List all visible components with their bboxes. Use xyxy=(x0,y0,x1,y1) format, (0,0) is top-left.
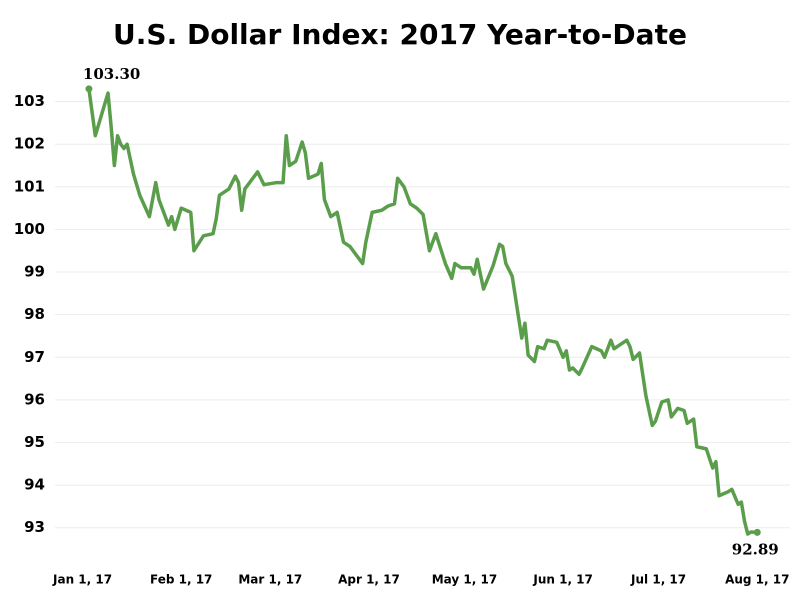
y-tick-label: 93 xyxy=(24,518,45,536)
x-tick-label: Feb 1, 17 xyxy=(150,573,212,587)
y-tick-label: 100 xyxy=(14,220,45,238)
x-tick-label: Jan 1, 17 xyxy=(52,573,112,587)
y-tick-label: 95 xyxy=(24,433,45,451)
data-label: 92.89 xyxy=(732,540,779,558)
y-tick-label: 98 xyxy=(24,305,45,323)
y-tick-label: 102 xyxy=(14,135,45,153)
x-tick-label: Mar 1, 17 xyxy=(238,573,302,587)
y-tick-label: 97 xyxy=(24,348,45,366)
y-tick-label: 103 xyxy=(14,92,45,110)
chart-title: U.S. Dollar Index: 2017 Year-to-Date xyxy=(113,18,687,51)
y-tick-label: 101 xyxy=(14,177,45,195)
data-point xyxy=(85,85,93,93)
y-tick-label: 96 xyxy=(24,390,45,408)
data-line xyxy=(87,88,758,536)
x-tick-label: Jun 1, 17 xyxy=(532,573,593,587)
x-tick-label: Apr 1, 17 xyxy=(338,573,400,587)
data-label: 103.30 xyxy=(83,65,140,83)
y-tick-label: 94 xyxy=(24,476,45,494)
x-tick-label: Jul 1, 17 xyxy=(630,573,686,587)
x-tick-label: May 1, 17 xyxy=(432,573,497,587)
x-tick-label: Aug 1, 17 xyxy=(725,573,789,587)
y-tick-label: 99 xyxy=(24,263,45,281)
data-point xyxy=(753,528,761,536)
